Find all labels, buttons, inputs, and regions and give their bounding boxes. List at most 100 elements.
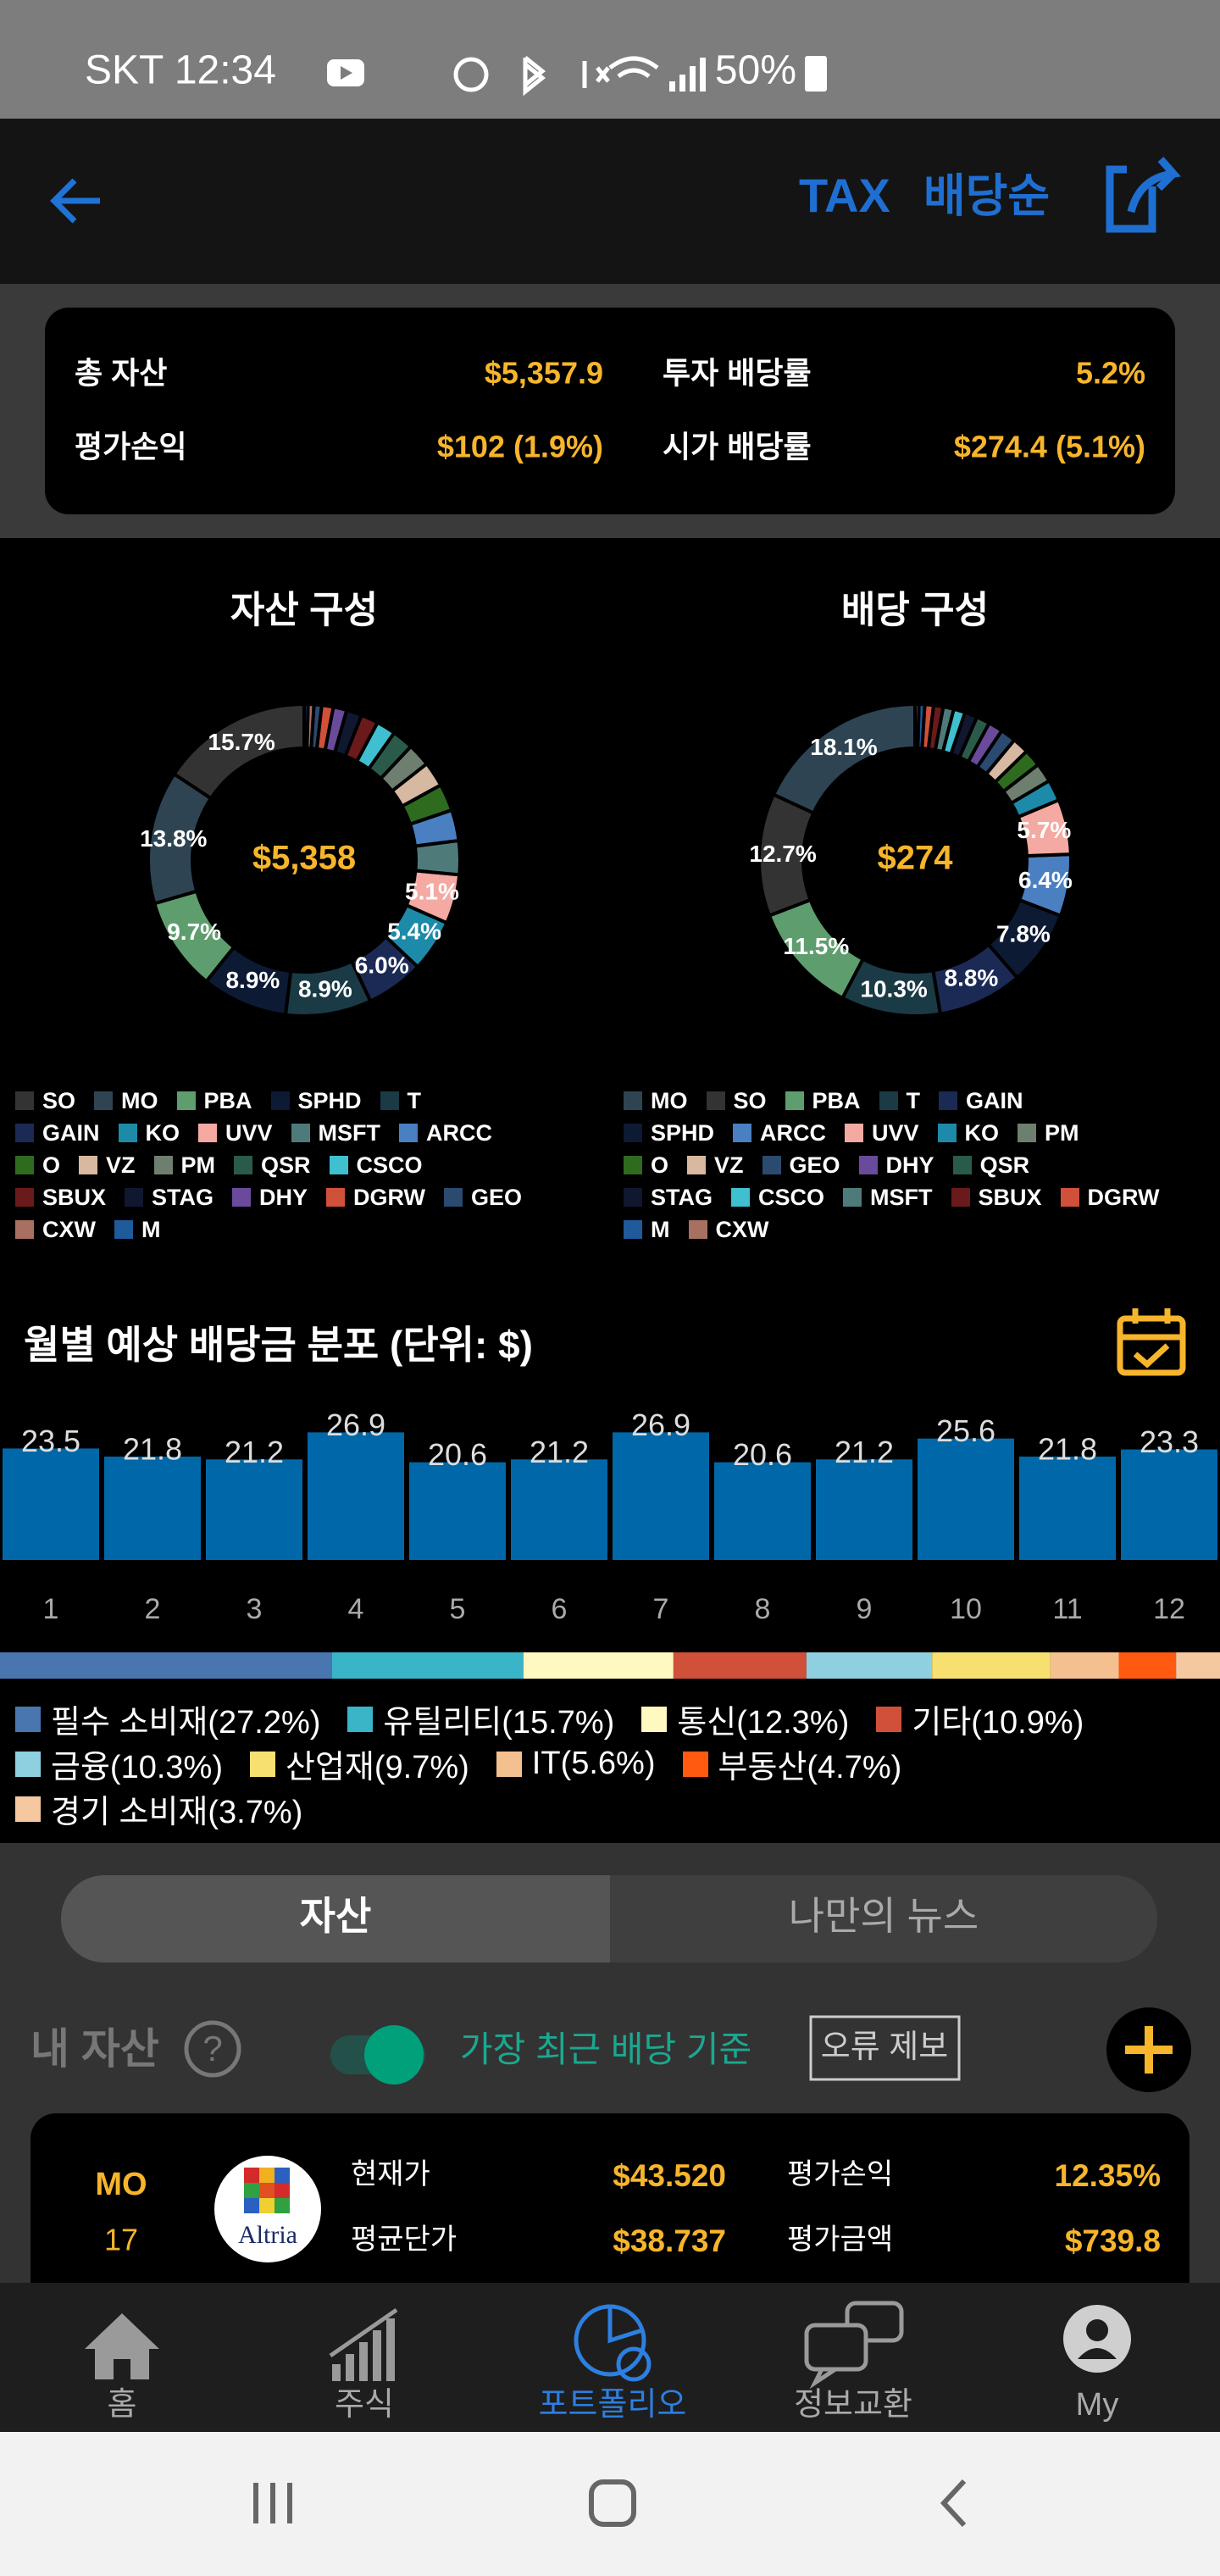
data-label: 11.5% (783, 933, 849, 959)
legend-item: T (879, 1088, 920, 1114)
summary-value: 5.2% (1076, 356, 1145, 391)
stack-segment (523, 1652, 674, 1679)
legend-swatch (232, 1188, 252, 1207)
chart-title: 월별 예상 배당금 분포 (단위: $) (24, 1323, 533, 1367)
legend-swatch (785, 1091, 804, 1110)
legend-swatch (687, 1156, 707, 1174)
data-label: 5.7% (1017, 817, 1071, 843)
legend-item: STAG (125, 1185, 214, 1211)
legend-item: ARCC (733, 1120, 826, 1146)
legend-label: VZ (714, 1152, 744, 1178)
back-button[interactable] (50, 178, 100, 224)
legend-item: VZ (687, 1152, 744, 1179)
legend-row: SBUX STAG DHY DGRW GEO (15, 1181, 541, 1213)
tab[interactable]: 자산 (300, 1894, 372, 1938)
nav-label[interactable]: 정보교환 (794, 2387, 912, 2423)
stack-segment (806, 1652, 933, 1679)
legend-item: 금융(10.3%) (15, 1740, 223, 1787)
toggle-knob[interactable] (364, 2025, 424, 2085)
legend-item: M (114, 1217, 161, 1243)
recent-apps-button[interactable] (253, 2483, 292, 2523)
summary-label: 시가 배당률 (663, 430, 812, 464)
legend-item: KO (118, 1120, 180, 1146)
legend-swatch (1018, 1124, 1037, 1142)
legend-item: UVV (845, 1120, 919, 1146)
summary-value: $102 (1.9%) (437, 430, 603, 464)
share-button[interactable] (1106, 157, 1182, 233)
nav-label[interactable]: 홈 (108, 2387, 137, 2423)
data-label: 15.7% (208, 729, 274, 755)
data-label: 21.8 (123, 1431, 182, 1466)
legend-item: STAG (624, 1185, 713, 1211)
report-button[interactable] (809, 2015, 961, 2081)
sort-button[interactable]: 배당순 (923, 170, 1050, 221)
legend-label: SPHD (651, 1119, 715, 1146)
legend-item: ARCC (399, 1120, 492, 1146)
bar (308, 1432, 404, 1560)
legend-label: PBA (812, 1087, 861, 1113)
legend-swatch (952, 1156, 972, 1174)
legend-label: DGRW (353, 1184, 426, 1210)
legend-label: UVV (872, 1119, 919, 1146)
legend-swatch (682, 1751, 708, 1777)
status-bar (0, 0, 1220, 119)
legend-item: M (624, 1217, 670, 1243)
stack-segment (331, 1652, 524, 1679)
back-system-button[interactable] (940, 2479, 967, 2528)
bar (3, 1448, 99, 1560)
data-label: 21.2 (530, 1435, 589, 1469)
calendar-button[interactable] (1117, 1308, 1186, 1376)
tab[interactable]: 나만의 뉴스 (789, 1894, 979, 1938)
legend-row: 필수 소비재(27.2%) 유틸리티(15.7%) 통신(12.3%) 기타(10.9… (15, 1696, 1111, 1741)
legend-item: SBUX (951, 1185, 1042, 1211)
legend-swatch (94, 1091, 114, 1110)
legend-swatch (326, 1188, 346, 1207)
field-value: 12.35% (1055, 2158, 1162, 2193)
legend-item: 유틸리티(15.7%) (347, 1696, 614, 1742)
legend-label: GEO (789, 1152, 840, 1178)
nav-label[interactable]: My (1076, 2387, 1119, 2423)
nav-home-icon[interactable] (85, 2313, 159, 2379)
legend-swatch (125, 1188, 144, 1207)
nav-community-icon[interactable] (804, 2301, 904, 2390)
nav-label[interactable]: 주식 (335, 2387, 394, 2423)
legend-swatch (15, 1706, 41, 1732)
data-label: 9.7% (167, 919, 221, 945)
x-tick-label: 8 (755, 1593, 771, 1625)
legend-label: MSFT (318, 1119, 381, 1146)
legend-swatch (688, 1220, 707, 1239)
legend-item: SPHD (624, 1120, 714, 1146)
legend-item: MO (94, 1088, 158, 1114)
legend-item: CXW (688, 1217, 769, 1243)
legend-swatch (641, 1706, 668, 1732)
legend-label: PM (180, 1152, 216, 1178)
legend-label: DHY (885, 1152, 934, 1178)
tax-button[interactable]: TAX (799, 169, 890, 222)
bar (714, 1462, 811, 1560)
legend-item: UVV (198, 1120, 273, 1146)
data-label: 8.9% (298, 975, 352, 1002)
nav-portfolio-icon[interactable] (574, 2304, 652, 2382)
legend-label: 통신(12.3%) (677, 1705, 850, 1740)
legend-item: GEO (444, 1185, 522, 1211)
home-button[interactable] (589, 2479, 636, 2527)
legend: 필수 소비재(27.2%) 유틸리티(15.7%) 통신(12.3%) 기타(10.9… (15, 1696, 1111, 1831)
legend: MO SO PBA T GAIN SPHD ARCC UVV KO PM O VZ GEO DHY QSR S… (624, 1085, 1178, 1246)
legend-item: 기타(10.9%) (876, 1696, 1084, 1742)
field-label: 평균단가 (351, 2223, 457, 2256)
legend-item: QSR (234, 1152, 311, 1179)
legend-label: O (42, 1152, 61, 1178)
nav-label[interactable]: 포트폴리오 (539, 2387, 687, 2423)
section-title: 내 자산 (30, 2025, 159, 2073)
help-button[interactable] (184, 2020, 241, 2078)
chart-title: 배당 구성 (841, 590, 989, 631)
legend-swatch (624, 1188, 642, 1207)
legend-swatch (329, 1156, 348, 1174)
x-tick-label: 5 (450, 1593, 466, 1625)
legend-label: MO (651, 1087, 688, 1113)
legend-item: DGRW (1060, 1185, 1160, 1211)
status-icons (453, 56, 659, 97)
nav-stock-icon[interactable] (329, 2307, 398, 2381)
legend-label: PM (1045, 1119, 1079, 1146)
